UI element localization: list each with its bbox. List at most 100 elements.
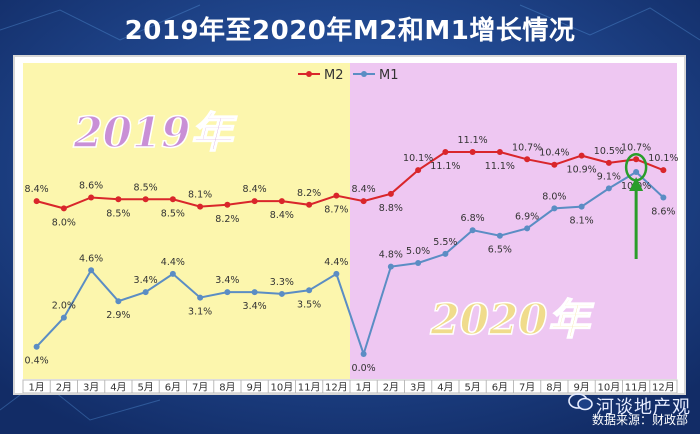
m2-point [278, 198, 285, 205]
x-tick-label: 7月 [192, 382, 208, 394]
m2-point [142, 196, 149, 203]
x-tick-label: 9月 [573, 382, 589, 394]
m2-point [251, 198, 258, 205]
m2-point [88, 194, 95, 201]
m2-data-label: 10.5% [594, 146, 624, 157]
m2-point [360, 198, 367, 205]
m2-point [169, 196, 176, 203]
m2-data-label: 8.4% [352, 184, 376, 195]
m1-data-label: 4.6% [79, 253, 103, 264]
m1-point [360, 351, 367, 357]
x-tick-label: 7月 [519, 382, 535, 394]
m1-data-label: 4.4% [324, 257, 348, 268]
m2-data-label: 8.5% [106, 208, 130, 219]
m1-point [524, 225, 531, 232]
m1-point [442, 250, 449, 257]
x-tick-label: 12月 [652, 382, 675, 394]
m1-point [496, 232, 503, 239]
m1-point [660, 194, 667, 201]
m1-point [33, 343, 40, 350]
m2-point [578, 152, 585, 159]
m1-point [578, 203, 585, 210]
x-tick-label: 4月 [110, 382, 126, 394]
m2-data-label: 8.6% [79, 180, 103, 191]
m2-data-label: 8.0% [52, 217, 76, 228]
x-tick-label: 9月 [246, 382, 262, 394]
m1-data-label: 5.0% [406, 246, 430, 257]
m2-point [197, 203, 204, 210]
m1-point [169, 270, 176, 277]
x-tick-label: 6月 [492, 382, 508, 394]
x-tick-label: 1月 [28, 382, 44, 394]
year-label-2019: 2019年 [73, 108, 238, 157]
m2-point [33, 198, 40, 205]
m1-data-label: 5.5% [433, 237, 457, 248]
m1-data-label: 3.4% [215, 275, 239, 286]
m1-data-label: 3.3% [270, 277, 294, 288]
m2-data-label: 8.2% [215, 214, 239, 225]
wechat-icon [568, 393, 593, 411]
m2-point [524, 156, 531, 163]
m2-data-label: 10.9% [567, 165, 597, 176]
m2-point [115, 196, 122, 203]
m2-data-label: 8.8% [379, 203, 403, 214]
m2-point [496, 148, 503, 155]
legend-label-m2: M2 [324, 68, 344, 83]
x-tick-label: 3月 [83, 382, 99, 394]
m2-data-label: 8.4% [243, 184, 267, 195]
m2-data-label: 8.2% [297, 188, 321, 199]
legend-label-m1: M1 [379, 68, 399, 83]
m2-point [387, 190, 394, 197]
line-chart: M2 M1 8.4%8.0%8.6%8.5%8.5%8.5%8.1%8.2%8.4… [22, 63, 678, 394]
m1-point [251, 289, 258, 296]
m1-point [115, 298, 122, 305]
m1-data-label: 3.4% [134, 275, 158, 286]
m1-data-label: 9.1% [597, 171, 621, 182]
m1-point [387, 263, 394, 270]
m1-point [633, 169, 640, 175]
m1-data-label: 4.4% [161, 257, 185, 268]
m2-line [36, 151, 664, 210]
x-tick-label: 5月 [137, 382, 153, 394]
m2-data-label: 8.5% [161, 208, 185, 219]
m2-data-label: 10.7% [621, 142, 651, 153]
x-tick-label: 12月 [325, 382, 348, 394]
m2-point [551, 161, 558, 168]
m1-data-label: 6.8% [461, 213, 485, 224]
x-tick-label: 1月 [355, 382, 371, 394]
x-tick-label: 10月 [598, 382, 621, 394]
m1-line [35, 170, 665, 358]
m1-point [415, 260, 422, 266]
m1-data-label: 3.1% [188, 307, 212, 318]
data-source: 数据来源：财政部 [591, 413, 688, 427]
x-tick-label: 8月 [219, 382, 235, 394]
year-label-2020: 2020年 [430, 295, 595, 344]
legend-marker-m1 [361, 71, 367, 77]
m1-point [605, 185, 612, 192]
m2-point [306, 201, 313, 208]
m1-point [197, 294, 204, 301]
m2-data-label: 8.4% [270, 210, 294, 221]
m1-data-label: 0.0% [352, 363, 376, 374]
m2-data-label: 10.4% [539, 148, 569, 159]
m1-point [224, 289, 231, 296]
m2-data-label: 8.1% [188, 190, 212, 201]
m2-data-label: 8.7% [324, 205, 348, 216]
legend: M2 M1 [298, 68, 399, 83]
watermark-text: 河谈地产观 [596, 397, 691, 418]
m1-point [278, 290, 285, 297]
m1-data-label: 8.1% [570, 216, 594, 227]
m2-point [605, 159, 612, 166]
x-tick-label: 2月 [383, 382, 399, 394]
x-tick-label: 6月 [165, 382, 181, 394]
m1-data-label: 2.9% [106, 310, 130, 321]
m2-point [660, 167, 667, 174]
x-tick-label: 4月 [437, 382, 453, 394]
m2-point [60, 205, 67, 212]
m2-data-label: 10.7% [512, 142, 542, 153]
m2-point [224, 201, 231, 208]
m2-data-label: 10.1% [648, 153, 678, 164]
x-tick-label: 5月 [464, 382, 480, 394]
m2-point [415, 167, 422, 174]
m1-point [60, 314, 67, 321]
